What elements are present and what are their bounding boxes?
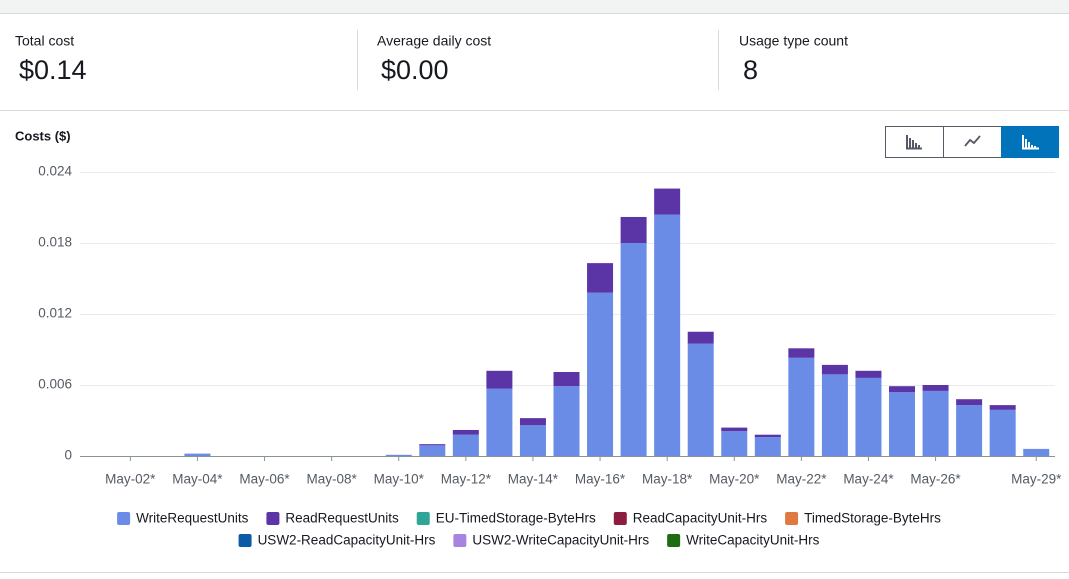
- legend-label: TimedStorage-ByteHrs: [804, 511, 941, 526]
- bar-segment: [754, 437, 781, 456]
- bar-segment: [553, 371, 580, 387]
- bar-segment: [956, 399, 983, 406]
- bar-segment: [855, 370, 882, 378]
- bar-segment: [654, 214, 681, 456]
- legend-swatch: [453, 534, 467, 547]
- bar-segment: [922, 390, 949, 456]
- legend-label: ReadCapacityUnit-Hrs: [633, 511, 768, 526]
- summary-label: Total cost: [15, 33, 74, 49]
- bar-segment: [385, 454, 412, 456]
- legend-label: USW2-ReadCapacityUnit-Hrs: [258, 533, 436, 548]
- y-tick-label: 0.024: [38, 164, 72, 179]
- summary-value: 8: [743, 55, 758, 85]
- legend-swatch: [785, 512, 799, 525]
- bar-segment: [721, 427, 748, 432]
- y-tick-label: 0.018: [38, 235, 72, 250]
- summary-value: $0.14: [19, 55, 87, 85]
- x-tick-label: May-29*: [1011, 472, 1062, 487]
- bar-segment: [687, 331, 714, 344]
- legend-item: WriteCapacityUnit-Hrs: [667, 533, 820, 548]
- bar-segment: [452, 434, 479, 456]
- x-tick-label: May-18*: [642, 472, 693, 487]
- x-tick-label: May-16*: [575, 472, 626, 487]
- legend-label: WriteCapacityUnit-Hrs: [686, 533, 820, 548]
- bar-segment: [620, 216, 647, 243]
- bar-segment: [419, 444, 446, 446]
- bar-segment: [889, 386, 916, 393]
- x-tick-label: May-02*: [105, 472, 156, 487]
- x-tick-label: May-26*: [910, 472, 961, 487]
- legend-item: USW2-WriteCapacityUnit-Hrs: [453, 533, 649, 548]
- x-tick-label: May-20*: [709, 472, 760, 487]
- bar-segment: [721, 431, 748, 456]
- bar-segment: [989, 405, 1016, 410]
- bar-segment: [821, 364, 848, 375]
- bar-segment: [620, 243, 647, 456]
- legend-item: TimedStorage-ByteHrs: [785, 511, 941, 526]
- bar-segment: [788, 357, 815, 456]
- bar-segment: [486, 370, 513, 389]
- legend-item: ReadRequestUnits: [266, 511, 399, 526]
- legend-label: EU-TimedStorage-ByteHrs: [436, 511, 596, 526]
- legend-item: WriteRequestUnits: [117, 511, 249, 526]
- bar-segment: [553, 386, 580, 456]
- bar-segment: [754, 434, 781, 438]
- legend-item: USW2-ReadCapacityUnit-Hrs: [238, 533, 436, 548]
- legend-swatch: [238, 534, 252, 547]
- bar-segment: [821, 374, 848, 456]
- bar-segment: [922, 385, 949, 391]
- legend-swatch: [416, 512, 430, 525]
- bar-segment: [956, 405, 983, 456]
- bar-segment: [687, 343, 714, 456]
- bar-segment: [587, 263, 614, 293]
- legend-swatch: [266, 512, 280, 525]
- x-tick-label: May-06*: [239, 472, 290, 487]
- summary-value: $0.00: [381, 55, 449, 85]
- bar-segment: [452, 429, 479, 435]
- legend-label: WriteRequestUnits: [136, 511, 249, 526]
- bar-segment: [855, 377, 882, 456]
- summary-label: Average daily cost: [377, 33, 491, 49]
- summary-label: Usage type count: [739, 33, 848, 49]
- bar-segment: [486, 388, 513, 456]
- bar-segment: [184, 453, 211, 456]
- x-tick-label: May-14*: [508, 472, 559, 487]
- legend-label: ReadRequestUnits: [285, 511, 399, 526]
- legend-swatch: [667, 534, 681, 547]
- legend-item: EU-TimedStorage-ByteHrs: [416, 511, 596, 526]
- legend-label: USW2-WriteCapacityUnit-Hrs: [472, 533, 649, 548]
- bar-segment: [788, 348, 815, 358]
- bar-segment: [519, 418, 546, 426]
- stacked-icon: [1022, 135, 1039, 150]
- line-icon: [964, 135, 981, 147]
- bar-segment: [419, 445, 446, 456]
- chart-type-toggle: [885, 126, 1059, 158]
- plot: 0 0.006 0.012 0.018 0.024 May-02* May-04* May-0…: [38, 164, 1062, 487]
- legend-item: ReadCapacityUnit-Hrs: [613, 511, 768, 526]
- bar-icon: [906, 135, 922, 150]
- x-tick-label: May-24*: [843, 472, 894, 487]
- bar-segment: [989, 409, 1016, 456]
- y-tick-label: 0: [64, 448, 72, 463]
- legend-swatch: [613, 512, 627, 525]
- top-strip: [0, 0, 1069, 13]
- x-tick-label: May-22*: [776, 472, 827, 487]
- x-tick-label: May-10*: [374, 472, 425, 487]
- x-tick-label: May-04*: [172, 472, 223, 487]
- bar-chart-button[interactable]: [885, 126, 944, 158]
- x-tick-label: May-12*: [441, 472, 492, 487]
- bar-segment: [654, 188, 681, 215]
- bar-segment: [587, 292, 614, 456]
- x-tick-label: May-08*: [306, 472, 357, 487]
- y-tick-label: 0.012: [38, 306, 72, 321]
- y-axis-title: Costs ($): [15, 128, 71, 143]
- bar-segment: [889, 392, 916, 456]
- legend-swatch: [117, 512, 131, 525]
- bar-segment: [1023, 448, 1050, 456]
- bar-segment: [519, 425, 546, 456]
- y-tick-label: 0.006: [38, 377, 72, 392]
